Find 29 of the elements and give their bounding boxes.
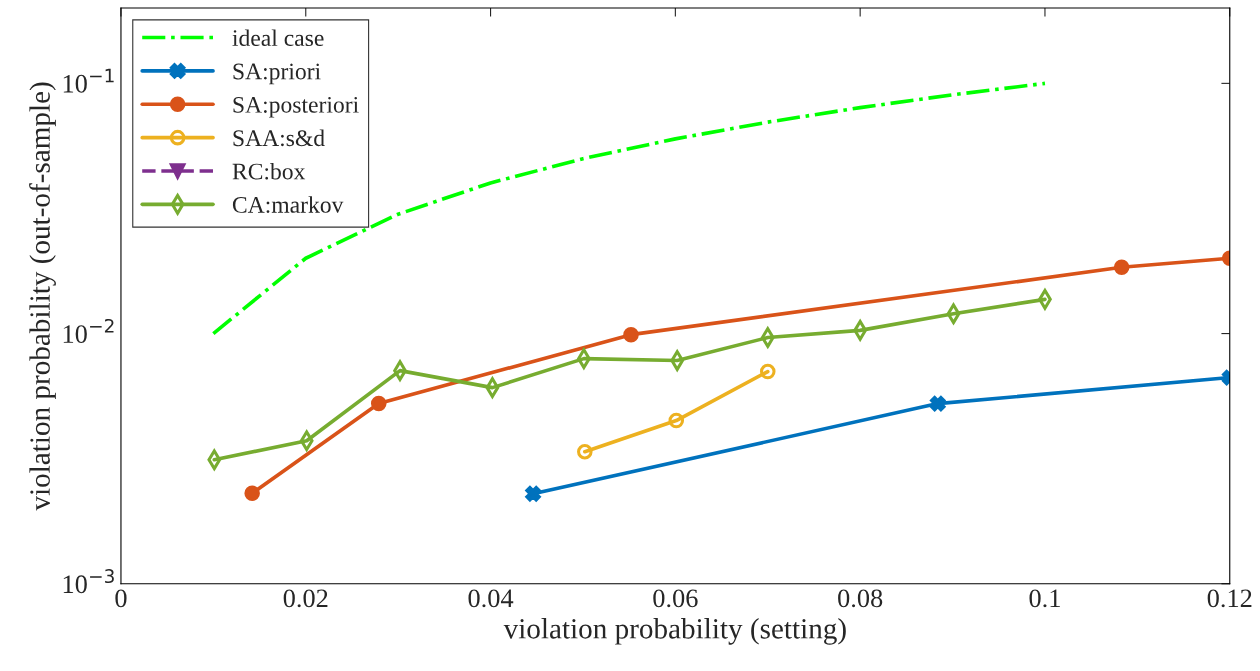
y-tick-label: 10$^{−3}$ bbox=[63, 569, 114, 594]
x-tick-label: 0.12 bbox=[1207, 589, 1252, 608]
point bbox=[1113, 259, 1130, 276]
point bbox=[370, 395, 387, 412]
y-tick-label: 10$^{−1}$ bbox=[63, 68, 114, 93]
x-tick-label: 0.04 bbox=[468, 589, 514, 608]
point bbox=[759, 363, 776, 380]
y-tick-label: 10$^{−2}$ bbox=[63, 318, 114, 343]
point bbox=[244, 485, 260, 502]
x-tick-label: 0.08 bbox=[838, 589, 883, 608]
point bbox=[525, 485, 541, 502]
point bbox=[930, 395, 946, 412]
point bbox=[623, 326, 639, 343]
y-axis-title: violation probability (out-of-sample) bbox=[29, 82, 56, 511]
x-tick-label: 0.06 bbox=[653, 589, 698, 608]
point bbox=[670, 350, 685, 371]
legend-label: RC:box bbox=[232, 162, 306, 180]
legend-label: SA:posteriori bbox=[233, 96, 359, 118]
x-tick-label: 0 bbox=[115, 589, 127, 608]
legend-label: SA:priori bbox=[233, 63, 321, 85]
legend-label: CA:markov bbox=[232, 196, 344, 213]
legend-label: ideal case bbox=[232, 29, 324, 47]
point bbox=[668, 412, 685, 429]
x-axis-title: violation probability (setting) bbox=[503, 618, 846, 645]
x-tick-label: 0.1 bbox=[1029, 589, 1060, 608]
x-tick-label: 0.02 bbox=[283, 589, 328, 608]
point bbox=[577, 443, 593, 460]
point bbox=[760, 327, 775, 348]
legend-label: SAA:s&d bbox=[233, 129, 325, 147]
